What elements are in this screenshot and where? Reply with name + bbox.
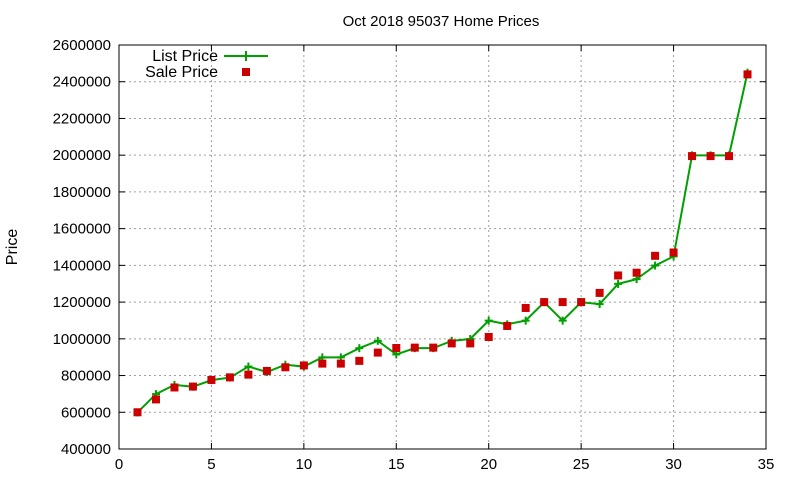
x-tick-label: 10 bbox=[296, 456, 313, 473]
chart-title: Oct 2018 95037 Home Prices bbox=[343, 13, 540, 30]
sale-price-point bbox=[632, 268, 641, 277]
sale-price-point bbox=[151, 395, 160, 404]
y-tick-label: 1200000 bbox=[53, 294, 111, 311]
list-price-point bbox=[651, 261, 660, 270]
sale-price-point bbox=[540, 298, 549, 307]
legend-label-sale-price: Sale Price bbox=[145, 64, 218, 81]
sale-price-point bbox=[262, 366, 271, 375]
sale-price-point bbox=[651, 251, 660, 260]
sale-price-point bbox=[336, 359, 345, 368]
sale-price-point bbox=[725, 152, 734, 161]
y-tick-label: 1600000 bbox=[53, 221, 111, 238]
sale-price-point bbox=[447, 339, 456, 348]
y-tick-label: 2600000 bbox=[53, 37, 111, 54]
sale-price-point bbox=[706, 152, 715, 161]
list-price-point bbox=[595, 300, 604, 309]
list-price-point bbox=[355, 344, 364, 353]
list-price-point bbox=[558, 316, 567, 325]
sale-price-point bbox=[429, 343, 438, 352]
y-tick-label: 1800000 bbox=[53, 184, 111, 201]
sale-price-point bbox=[466, 339, 475, 348]
y-tick-label: 800000 bbox=[61, 368, 111, 385]
sale-price-point bbox=[355, 356, 364, 365]
y-tick-label: 2400000 bbox=[53, 74, 111, 91]
sale-price-point bbox=[133, 408, 142, 417]
sale-price-point bbox=[577, 298, 586, 307]
x-tick-label: 0 bbox=[115, 456, 123, 473]
sale-price-point bbox=[614, 271, 623, 280]
list-price-point bbox=[521, 316, 530, 325]
sale-price-point bbox=[669, 248, 678, 257]
y-tick-label: 1400000 bbox=[53, 257, 111, 274]
legend: List Price Sale Price bbox=[145, 48, 268, 81]
axis-ticks bbox=[118, 44, 767, 450]
sale-price-point bbox=[558, 298, 567, 307]
sale-price-point bbox=[188, 382, 197, 391]
plot-area-border bbox=[118, 44, 767, 450]
sale-price-point bbox=[318, 359, 327, 368]
y-tick-label: 2200000 bbox=[53, 110, 111, 127]
list-price-point bbox=[244, 362, 253, 371]
sale-price-point bbox=[373, 348, 382, 357]
series-line-list-price bbox=[136, 72, 749, 414]
sale-price-point bbox=[225, 373, 234, 382]
sale-price-point bbox=[688, 152, 697, 161]
sale-price-point bbox=[392, 344, 401, 352]
sale-price-point bbox=[299, 361, 308, 370]
sale-price-point bbox=[595, 288, 604, 297]
sale-price-point bbox=[410, 343, 419, 352]
series-points-sale-price bbox=[133, 70, 752, 417]
y-axis-label: Price bbox=[4, 229, 21, 266]
sale-price-point bbox=[503, 321, 512, 330]
x-tick-label: 5 bbox=[207, 456, 215, 473]
axis-tick-labels: 0 5 10 15 20 25 30 35 400000 600000 800000 1000000 1… bbox=[53, 37, 775, 473]
x-tick-label: 15 bbox=[388, 456, 405, 473]
x-tick-label: 20 bbox=[480, 456, 497, 473]
x-tick-label: 30 bbox=[665, 456, 682, 473]
sale-price-point bbox=[244, 370, 253, 379]
x-tick-label: 25 bbox=[573, 456, 590, 473]
sale-price-point bbox=[170, 383, 179, 392]
y-tick-label: 600000 bbox=[61, 404, 111, 421]
legend-swatch-sale-price-marker bbox=[242, 68, 250, 76]
list-price-point bbox=[373, 336, 382, 345]
sale-price-point bbox=[484, 332, 493, 341]
sale-price-point bbox=[743, 70, 752, 79]
x-tick-label: 35 bbox=[758, 456, 775, 473]
legend-label-list-price: List Price bbox=[152, 48, 218, 65]
y-tick-label: 2000000 bbox=[53, 147, 111, 164]
sale-price-point bbox=[281, 363, 290, 372]
sale-price-point bbox=[207, 375, 216, 384]
y-tick-label: 1000000 bbox=[53, 331, 111, 348]
list-price-point bbox=[614, 279, 623, 288]
sale-price-point bbox=[521, 303, 530, 312]
y-tick-label: 400000 bbox=[61, 441, 111, 458]
list-price-point bbox=[484, 316, 493, 325]
